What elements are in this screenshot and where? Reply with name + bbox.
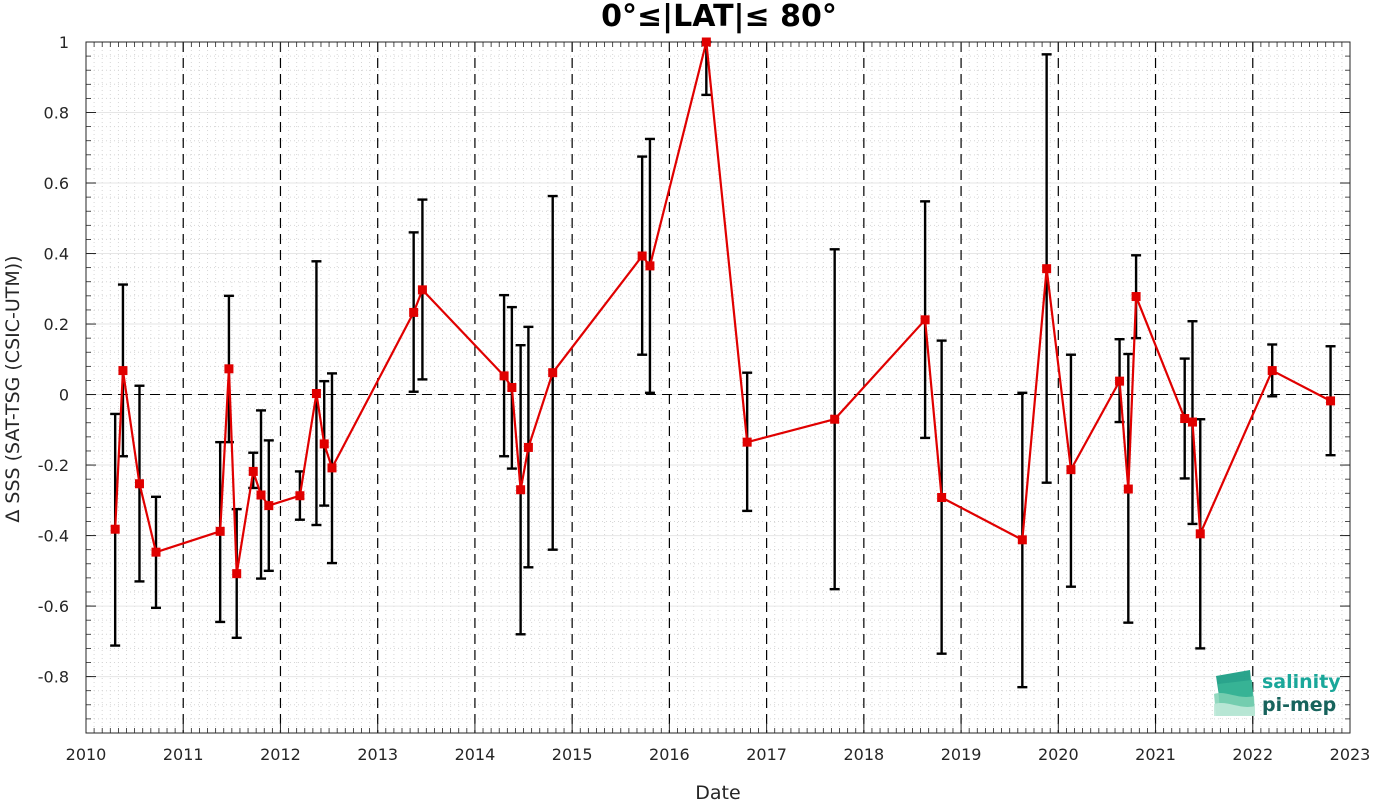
x-tick-label: 2016: [649, 745, 690, 764]
data-point: [830, 414, 840, 424]
data-markers: [110, 37, 1336, 579]
data-point: [1017, 535, 1027, 545]
data-point: [118, 366, 128, 376]
data-point: [1123, 484, 1133, 494]
data-point: [151, 547, 161, 557]
y-tick-label: 0.6: [44, 174, 69, 193]
data-point: [1195, 529, 1205, 539]
y-tick-labels: -0.8 -0.6 -0.4 -0.2 0 0.2 0.4 0.6 0.8 1: [38, 33, 69, 687]
data-point: [224, 364, 234, 374]
data-point: [264, 501, 274, 511]
x-axis-title: Date: [695, 782, 740, 801]
data-point: [1131, 292, 1141, 302]
x-tick-label: 2010: [66, 745, 107, 764]
chart-title: 0°≤|LAT|≤ 80°: [601, 0, 837, 34]
data-point: [232, 569, 242, 579]
year-divider-lines: [182, 42, 1254, 733]
x-tick-label: 2013: [357, 745, 398, 764]
error-bars: [110, 40, 1336, 689]
y-tick-label: -0.6: [38, 597, 69, 616]
data-point: [1066, 465, 1076, 475]
data-point: [1326, 396, 1336, 406]
y-tick-label: 0.2: [44, 315, 69, 334]
y-tick-label: 1: [59, 33, 69, 52]
axis-ticks: [85, 41, 1351, 734]
x-tick-labels: 2010 2011 2012 2013 2014 2015 2016 2017 2018 2019…: [66, 745, 1371, 764]
data-point: [1042, 264, 1052, 274]
data-point: [417, 285, 427, 295]
data-point: [507, 383, 517, 392]
data-point: [920, 315, 930, 325]
data-point: [134, 479, 144, 489]
data-point: [937, 492, 947, 502]
x-tick-label: 2018: [843, 745, 884, 764]
data-point: [701, 37, 711, 47]
y-axis-title: Δ SSS (SAT-TSG (CSIC-UTM)): [2, 255, 24, 522]
data-point: [319, 439, 329, 449]
data-point: [548, 368, 558, 378]
x-tick-label: 2022: [1232, 745, 1273, 764]
x-tick-label: 2014: [455, 745, 496, 764]
data-point: [1115, 376, 1125, 386]
data-point: [637, 251, 647, 261]
data-point: [327, 463, 337, 473]
x-tick-label: 2017: [746, 745, 787, 764]
logo-text-pi-mep: pi-mep: [1262, 694, 1336, 716]
data-point: [1180, 414, 1190, 424]
y-tick-label: -0.4: [38, 527, 69, 546]
data-point: [645, 261, 655, 271]
data-point: [409, 307, 419, 317]
y-tick-label: -0.2: [38, 456, 69, 475]
data-point: [499, 371, 509, 381]
x-tick-label: 2011: [163, 745, 204, 764]
data-point: [110, 524, 120, 534]
y-tick-label: 0.8: [44, 104, 69, 123]
y-tick-label: 0.4: [44, 245, 69, 264]
data-point: [248, 466, 258, 476]
data-point: [742, 437, 752, 447]
x-tick-label: 2020: [1038, 745, 1079, 764]
logo-text-salinity: salinity: [1262, 671, 1341, 693]
y-tick-label: 0: [59, 386, 69, 405]
x-tick-label: 2023: [1330, 745, 1371, 764]
data-point: [311, 388, 321, 398]
data-point: [1267, 366, 1277, 376]
data-point: [215, 526, 225, 536]
data-point: [256, 490, 266, 500]
x-tick-label: 2019: [941, 745, 982, 764]
y-tick-label: -0.8: [38, 668, 69, 687]
x-tick-label: 2015: [552, 745, 593, 764]
data-point: [516, 485, 526, 495]
salinity-pi-mep-logo: salinity pi-mep: [1214, 670, 1341, 716]
data-point: [295, 491, 305, 501]
data-point: [523, 442, 533, 452]
x-tick-label: 2021: [1135, 745, 1176, 764]
wave-logo-icon: [1214, 670, 1255, 716]
data-point: [1187, 417, 1197, 427]
x-tick-label: 2012: [260, 745, 301, 764]
